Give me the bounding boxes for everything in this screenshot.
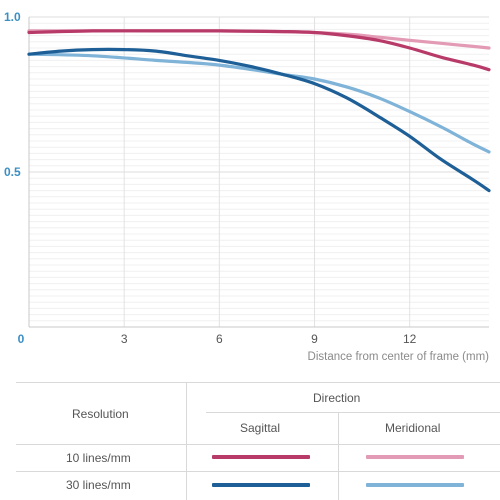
legend-swatch-10-sagittal	[212, 455, 310, 459]
x-tick-label: 3	[121, 332, 128, 346]
x-tick-label: 9	[311, 332, 318, 346]
legend-swatch-30-meridional	[366, 483, 464, 487]
x-tick-labels: 0 3 6 9 12	[18, 332, 417, 346]
legend-direction-header: Direction	[313, 391, 361, 405]
legend-row-10-label: 10 lines/mm	[66, 451, 131, 465]
legend-swatch-10-meridional	[366, 455, 464, 459]
vertical-grid	[123, 17, 411, 327]
legend-table: Resolution Direction Sagittal Meridional…	[16, 382, 500, 500]
y-tick-label: 1.0	[4, 10, 21, 24]
legend-sagittal-header: Sagittal	[240, 421, 281, 435]
series-30-meridional	[27, 52, 491, 154]
horizontal-grid	[29, 16, 489, 322]
x-tick-label: 12	[403, 332, 417, 346]
legend-resolution-header: Resolution	[72, 407, 129, 421]
series-30-sagittal	[27, 47, 491, 193]
x-tick-label: 0	[18, 332, 25, 346]
legend-top-rule	[16, 382, 500, 383]
legend-direction-rule	[206, 412, 500, 413]
mtf-chart: 0.5 1.0 0 3 6 9 12 Distance from center of fr…	[4, 10, 491, 363]
y-tick-labels: 0.5 1.0	[4, 10, 21, 179]
legend-header-rule	[16, 444, 500, 445]
series-lines	[27, 29, 491, 193]
legend-direction-divider	[338, 412, 339, 500]
legend-swatch-30-sagittal	[212, 483, 310, 487]
legend-divider-vertical	[186, 382, 187, 500]
x-tick-label: 6	[216, 332, 223, 346]
legend-row-rule	[16, 471, 500, 472]
legend-row-30-label: 30 lines/mm	[66, 478, 131, 492]
x-axis-title: Distance from center of frame (mm)	[308, 351, 490, 363]
legend-meridional-header: Meridional	[385, 421, 441, 435]
series-10-sagittal	[27, 29, 491, 72]
y-tick-label: 0.5	[4, 165, 21, 179]
